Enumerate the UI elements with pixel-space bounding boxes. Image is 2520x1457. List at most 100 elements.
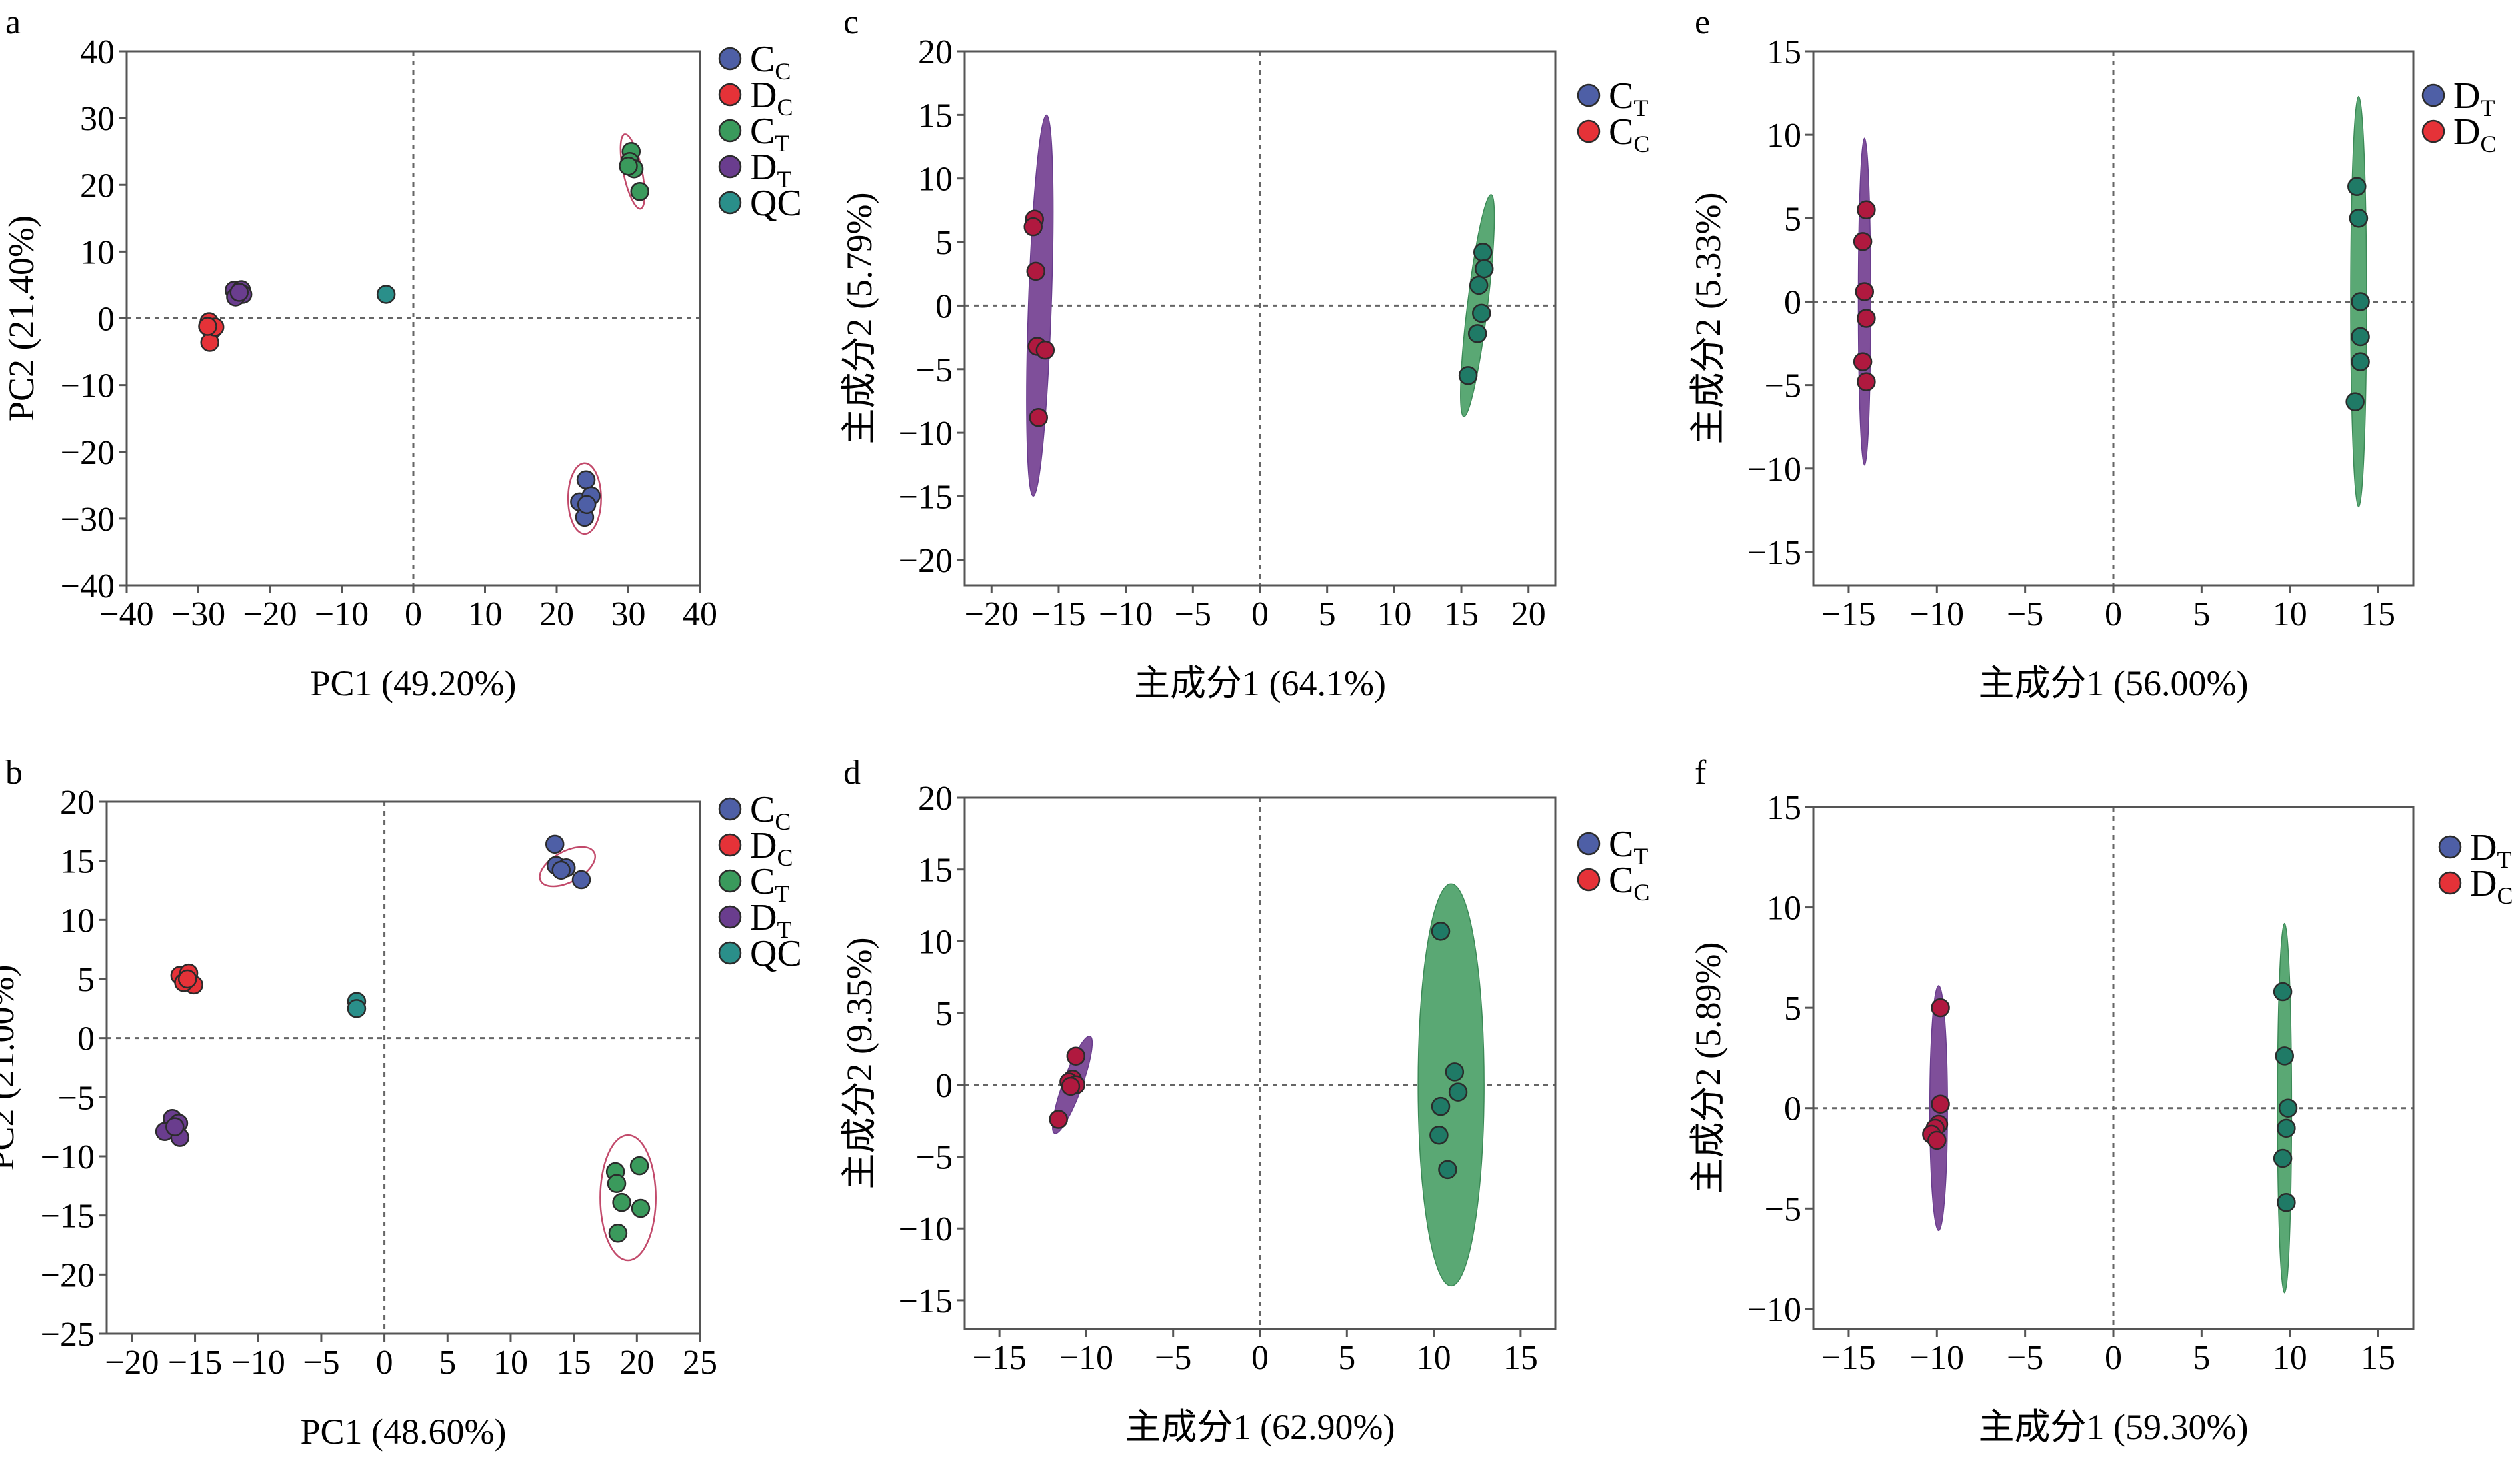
data-point — [1458, 366, 1478, 385]
y-tick-label: −5 — [916, 351, 953, 389]
y-tick-label: −10 — [41, 1138, 95, 1176]
legend-marker — [718, 833, 742, 857]
x-tick-label: −15 — [168, 1344, 222, 1382]
x-tick-label: −20 — [243, 595, 297, 633]
x-tick-label: −5 — [1155, 1339, 1191, 1377]
confidence-ellipse — [1857, 137, 1871, 466]
legend-marker — [2421, 83, 2445, 107]
data-point — [2351, 327, 2370, 347]
data-point — [1029, 408, 1048, 427]
x-axis-title: 主成分1 (64.1%) — [1134, 663, 1386, 703]
y-tick-label: 10 — [918, 923, 953, 961]
data-point — [1855, 282, 1875, 301]
x-tick-label: 20 — [539, 595, 574, 633]
y-tick-label: 10 — [1767, 890, 1801, 928]
y-tick-label: −10 — [899, 415, 953, 453]
legend-label: QC — [750, 183, 802, 224]
x-tick-label: −10 — [315, 595, 369, 633]
data-point — [1472, 303, 1491, 323]
data-point — [1927, 1130, 1947, 1150]
legend-label: DT — [2470, 827, 2511, 873]
legend-label: DC — [2470, 863, 2513, 909]
x-tick-label: 0 — [2105, 1339, 2122, 1377]
legend-label: CC — [750, 789, 791, 835]
x-axis-title: PC1 (48.60%) — [301, 1412, 507, 1452]
y-tick-label: −10 — [61, 367, 115, 405]
y-tick-label: −15 — [899, 479, 953, 517]
data-point — [1853, 232, 1873, 251]
panel-c: c −20 −15 −10 −5 0 5 10 15 20 −20 −15 −10 −5 0 5 10 15 20 主… — [839, 3, 1649, 703]
data-point — [1429, 1125, 1449, 1145]
x-tick-label: 10 — [468, 595, 503, 633]
y-axis-title: 主成分2 (5.89%) — [1688, 942, 1728, 1194]
x-tick-label: 0 — [2105, 595, 2122, 633]
legend-marker — [1577, 83, 1601, 107]
legend-marker — [718, 905, 742, 929]
x-tick-label: 0 — [1251, 1339, 1269, 1377]
y-tick-label: 15 — [1767, 33, 1801, 71]
data-point — [229, 283, 249, 302]
panel-letter: e — [1695, 3, 1710, 41]
data-point — [1431, 922, 1451, 941]
data-point — [1853, 352, 1873, 371]
y-axis-title: 主成分2 (5.79%) — [839, 193, 879, 445]
data-point — [1469, 275, 1489, 295]
y-tick-label: 0 — [935, 1067, 953, 1105]
x-tick-label: 20 — [619, 1344, 654, 1382]
x-tick-label: 10 — [2273, 595, 2307, 633]
data-point — [612, 1192, 631, 1212]
legend-marker — [718, 191, 742, 215]
data-point — [1857, 309, 1876, 328]
y-tick-label: 10 — [60, 902, 95, 940]
x-tick-label: 15 — [1444, 595, 1479, 633]
x-tick-label: −10 — [1910, 1339, 1964, 1377]
x-axis-title: 主成分1 (56.00%) — [1979, 663, 2249, 703]
confidence-ellipse — [567, 462, 602, 535]
panel-f: f −15 −10 −5 0 5 10 15 −10 −5 0 5 10 15 主成分1 (59.30%) 主… — [1688, 754, 2513, 1447]
x-tick-label: 0 — [405, 595, 422, 633]
legend-label: DT — [2453, 75, 2495, 121]
data-point — [2349, 209, 2369, 228]
y-tick-label: −5 — [916, 1139, 953, 1177]
y-tick-label: 30 — [80, 100, 115, 138]
x-tick-label: −15 — [1821, 595, 1875, 633]
x-tick-label: 15 — [557, 1344, 591, 1382]
data-point — [607, 1174, 627, 1194]
data-point — [1026, 261, 1045, 281]
panel-letter: a — [5, 3, 21, 41]
data-point — [1473, 243, 1493, 262]
x-tick-label: −10 — [1059, 1339, 1113, 1377]
legend-marker — [718, 47, 742, 71]
y-tick-label: −15 — [41, 1198, 95, 1236]
panel-letter: b — [5, 754, 23, 792]
y-tick-label: 20 — [80, 167, 115, 205]
data-point — [608, 1224, 628, 1243]
y-tick-label: 40 — [80, 33, 115, 71]
data-point — [1475, 259, 1494, 279]
data-point — [576, 470, 596, 490]
legend-marker — [1577, 868, 1601, 892]
x-tick-label: −5 — [2007, 1339, 2043, 1377]
legend-label: QC — [750, 933, 802, 974]
data-point — [1448, 1082, 1468, 1102]
data-point — [1931, 998, 1950, 1018]
x-tick-label: 40 — [683, 595, 717, 633]
x-tick-label: 30 — [611, 595, 646, 633]
legend-marker — [718, 797, 742, 821]
x-tick-label: 5 — [439, 1344, 456, 1382]
x-tick-label: −30 — [171, 595, 225, 633]
x-tick-label: 0 — [376, 1344, 393, 1382]
x-tick-label: −15 — [972, 1339, 1026, 1377]
legend-label: DC — [750, 75, 793, 121]
data-point — [198, 317, 217, 336]
panel-letter: f — [1695, 754, 1707, 792]
y-axis-title: PC2 (21.00%) — [0, 965, 21, 1171]
data-point — [571, 870, 591, 890]
data-point — [2351, 292, 2370, 311]
x-tick-label: −15 — [1031, 595, 1085, 633]
plot-frame — [105, 800, 701, 1335]
x-tick-label: 15 — [2361, 1339, 2395, 1377]
